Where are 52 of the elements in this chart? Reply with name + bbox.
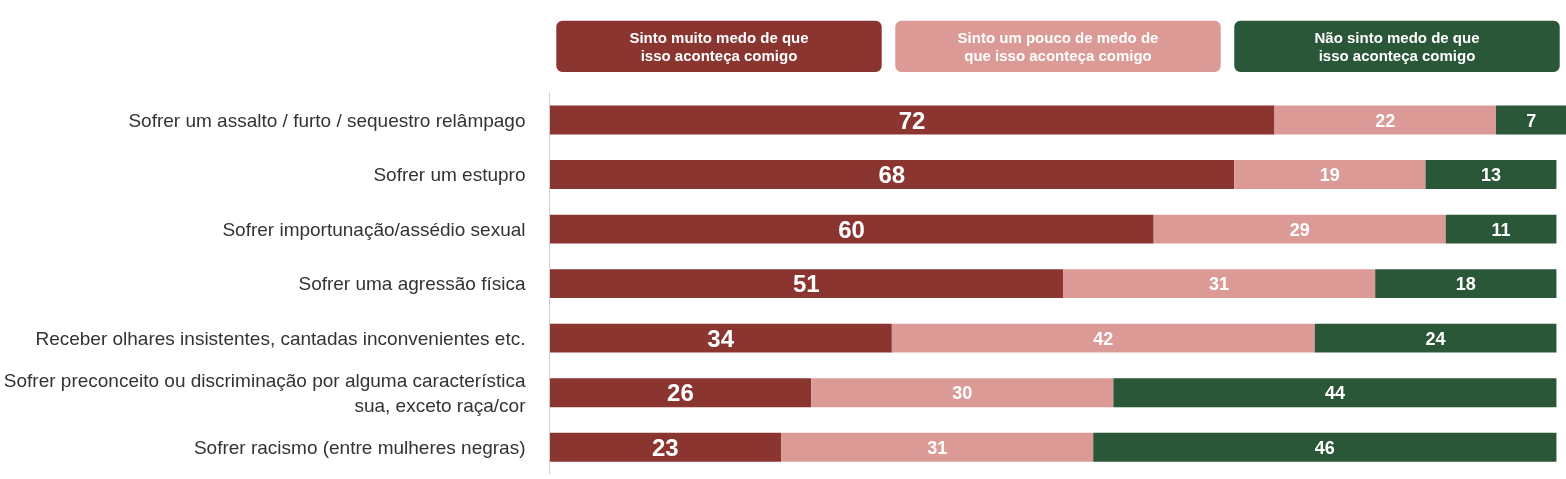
data-label: 46 xyxy=(1314,437,1335,458)
bar xyxy=(781,432,1094,462)
data-label: 29 xyxy=(1289,219,1310,240)
bar xyxy=(811,378,1114,408)
data-label: 60 xyxy=(838,215,865,243)
bar xyxy=(1425,160,1557,190)
bar xyxy=(1153,214,1446,244)
data-label: 24 xyxy=(1425,328,1446,349)
data-label: 11 xyxy=(1491,219,1511,240)
bar xyxy=(549,160,1235,190)
data-label: 18 xyxy=(1455,274,1476,295)
data-label: 23 xyxy=(651,433,679,461)
bar xyxy=(549,432,782,462)
data-label: 19 xyxy=(1319,165,1340,186)
data-label: 7 xyxy=(1526,110,1537,131)
data-label: 44 xyxy=(1324,383,1345,404)
data-label: 31 xyxy=(1209,274,1230,295)
y-tick-label: Sofrer um assalto / furto / sequestro relâmpago xyxy=(128,109,526,131)
bar xyxy=(1113,378,1557,408)
data-label: 22 xyxy=(1375,110,1396,131)
bar xyxy=(549,269,1064,299)
bar xyxy=(1063,269,1376,299)
text: Não sinto medo de que isso aconteça comigo xyxy=(1314,28,1480,65)
data-label: 13 xyxy=(1480,165,1501,186)
y-tick-label: Sofrer uma agressão física xyxy=(298,273,526,295)
bar xyxy=(1314,323,1557,353)
data-label: 51 xyxy=(792,270,820,298)
bar xyxy=(549,105,1275,135)
data-label: 31 xyxy=(927,437,948,458)
y-tick-label: Sofrer preconceito ou discriminação por alguma característica sua, exceto raça/cor xyxy=(3,369,527,416)
bar xyxy=(549,323,892,353)
bar xyxy=(1093,432,1557,462)
bar xyxy=(549,378,812,408)
data-label: 26 xyxy=(667,379,694,407)
bar xyxy=(1445,214,1557,244)
bar xyxy=(1375,269,1557,299)
text: Sinto um pouco de medo de que isso aconteça comigo xyxy=(957,28,1159,65)
bar xyxy=(1496,105,1566,135)
bar xyxy=(549,214,1154,244)
text: Sinto muito medo de que isso aconteça comigo xyxy=(629,28,809,65)
bar xyxy=(1234,160,1426,190)
data-label: 30 xyxy=(952,383,973,404)
bar xyxy=(1274,105,1497,135)
y-tick-label: Sofrer um estupro xyxy=(373,164,526,186)
bar xyxy=(891,323,1315,353)
data-label: 72 xyxy=(898,106,926,134)
data-label: 42 xyxy=(1093,328,1114,349)
y-tick-label: Receber olhares insistentes, cantadas inconvenientes etc. xyxy=(35,327,526,349)
data-label: 34 xyxy=(707,324,735,352)
y-tick-label: Sofrer racismo (entre mulheres negras) xyxy=(193,436,526,458)
data-label: 68 xyxy=(878,161,906,189)
y-tick-label: Sofrer importunação/assédio sexual xyxy=(222,218,526,240)
